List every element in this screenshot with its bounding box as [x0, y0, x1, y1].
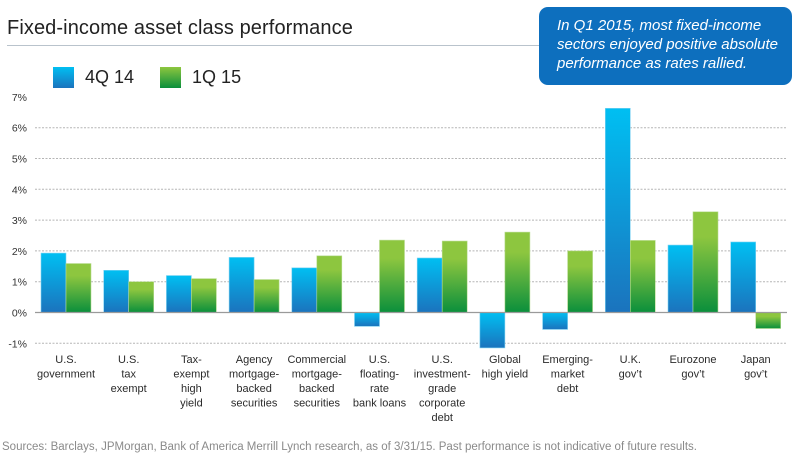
- bar-1q15: [567, 250, 593, 313]
- x-tick-label: Japan gov’t: [741, 354, 771, 381]
- y-tick-label: 2%: [12, 246, 27, 258]
- callout-box: In Q1 2015, most fixed-income sectors en…: [539, 7, 792, 85]
- bar-1q15: [253, 279, 280, 313]
- y-axis: -1% 0% 1% 2% 3% 4% 5% 6% 7%: [8, 92, 27, 350]
- bar-1q15: [191, 278, 217, 313]
- x-tick-label: Emerging-market debt: [542, 354, 593, 395]
- legend: 4Q 14 1Q 15: [53, 67, 267, 88]
- y-tick-label: 7%: [12, 92, 27, 104]
- bar-1q15: [755, 312, 782, 329]
- x-tick-label: U.K. gov’t: [619, 354, 642, 381]
- bar-1q15: [316, 255, 343, 313]
- bar-4q14: [730, 241, 757, 313]
- legend-label-4q14: 4Q 14: [85, 67, 135, 87]
- bar-4q14: [291, 267, 318, 313]
- bar-1q15: [379, 239, 405, 313]
- callout-text: In Q1 2015, most fixed-income sectors en…: [557, 17, 778, 72]
- y-tick-label: 0%: [12, 308, 27, 320]
- y-tick-label: 3%: [12, 215, 27, 227]
- bar-4q14: [542, 312, 568, 330]
- bar-1q15: [692, 211, 719, 313]
- y-tick-label: 5%: [12, 154, 27, 166]
- bar-4q14: [103, 270, 129, 313]
- bar-4q14: [228, 257, 255, 313]
- x-tick-label: Commercial mortgage-backed securities: [287, 354, 346, 410]
- bar-1q15: [629, 240, 656, 313]
- title-divider: [7, 45, 552, 46]
- y-tick-label: 1%: [12, 277, 27, 289]
- bars: [40, 107, 782, 349]
- y-tick-label: 6%: [12, 123, 27, 135]
- bar-1q15: [128, 281, 154, 313]
- sources-note: Sources: Barclays, JPMorgan, Bank of Ame…: [2, 441, 697, 453]
- legend-item-4q14: 4Q 14: [53, 67, 134, 88]
- x-tick-label: Global high yield: [482, 354, 528, 381]
- gridlines: [35, 127, 787, 344]
- x-tick-label: Agency mortgage-backed securities: [229, 354, 279, 410]
- x-axis-labels: U.S. government U.S. tax exempt Tax-exempt hig…: [37, 354, 771, 424]
- bar-1q15: [504, 231, 531, 313]
- bar-1q15: [441, 240, 468, 313]
- bar-4q14: [416, 257, 443, 313]
- chart-title: Fixed-income asset class performance: [7, 17, 353, 39]
- bar-4q14: [354, 312, 380, 327]
- bar-4q14: [667, 244, 694, 313]
- x-tick-label: U.S. investment-grade corporate debt: [414, 354, 471, 424]
- legend-label-1q15: 1Q 15: [192, 67, 242, 87]
- y-tick-label: 4%: [12, 184, 27, 196]
- x-tick-label: Eurozone gov’t: [669, 354, 716, 381]
- legend-item-1q15: 1Q 15: [160, 67, 241, 88]
- x-tick-label: Tax-exempt high yield: [173, 354, 209, 410]
- bar-4q14: [604, 107, 631, 313]
- y-tick-label: -1%: [8, 338, 27, 350]
- bar-1q15: [65, 263, 92, 313]
- x-tick-label: U.S. tax exempt: [111, 354, 147, 395]
- x-tick-label: U.S. government: [37, 354, 95, 381]
- legend-swatch-1q15: [160, 67, 182, 88]
- bar-4q14: [166, 275, 192, 313]
- x-tick-label: U.S. floating-rate bank loans: [353, 354, 407, 410]
- bar-4q14: [40, 252, 67, 313]
- bar-4q14: [479, 312, 506, 349]
- legend-swatch-4q14: [53, 67, 74, 88]
